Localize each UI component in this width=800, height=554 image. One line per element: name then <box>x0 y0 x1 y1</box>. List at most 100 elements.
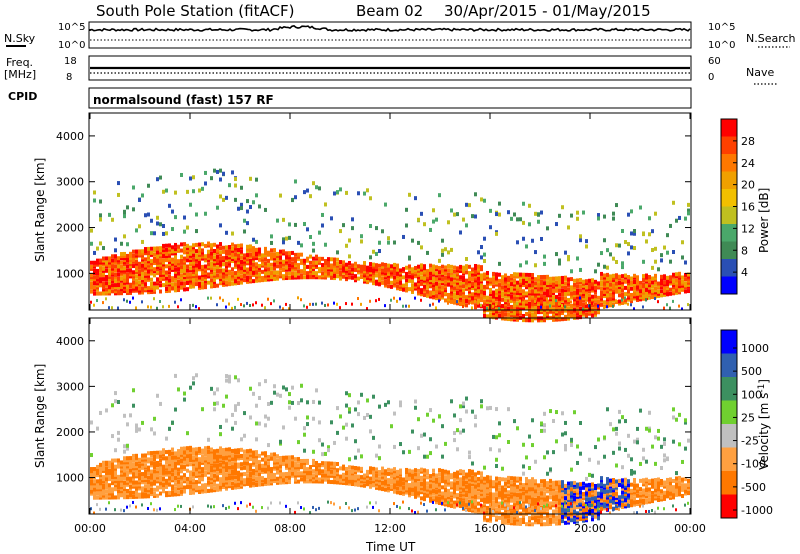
range-gate-cell <box>468 291 471 296</box>
range-gate-cell <box>237 507 239 511</box>
range-gate-cell <box>294 475 297 480</box>
range-gate-cell <box>369 299 371 303</box>
range-gate-cell <box>528 301 531 306</box>
range-gate-cell <box>123 482 126 487</box>
range-gate-cell <box>333 257 336 262</box>
range-gate-cell <box>117 478 120 483</box>
range-gate-cell <box>381 262 384 267</box>
range-gate-cell <box>234 469 237 474</box>
range-gate-cell <box>393 473 396 478</box>
range-gate-cell <box>255 249 258 254</box>
range-gate-cell <box>198 256 201 261</box>
range-gate-cell <box>357 276 360 281</box>
range-gate-cell <box>465 202 468 207</box>
range-gate-cell <box>438 294 441 299</box>
range-gate-cell <box>615 289 618 294</box>
range-gate-cell <box>585 306 588 311</box>
range-gate-cell <box>339 270 342 275</box>
range-gate-cell <box>147 257 150 262</box>
range-gate-cell <box>210 472 213 477</box>
range-gate-cell <box>384 402 387 407</box>
range-gate-cell <box>567 287 570 292</box>
range-gate-cell <box>417 289 420 294</box>
range-gate-cell <box>363 267 366 272</box>
range-gate-cell <box>213 453 216 458</box>
range-gate-cell <box>174 255 177 260</box>
range-gate-cell <box>219 468 222 473</box>
range-gate-cell <box>615 281 618 286</box>
range-gate-cell <box>447 268 450 273</box>
range-gate-cell <box>654 273 657 278</box>
range-gate-cell <box>405 480 408 485</box>
range-gate-cell <box>402 304 404 308</box>
range-gate-cell <box>303 460 306 465</box>
range-gate-cell <box>501 279 504 284</box>
range-gate-cell <box>381 229 384 234</box>
range-gate-cell <box>657 285 660 290</box>
range-gate-cell <box>258 268 261 273</box>
range-gate-cell <box>522 293 525 298</box>
range-gate-cell <box>114 274 117 279</box>
range-gate-cell <box>141 249 144 254</box>
range-gate-cell <box>177 473 180 478</box>
range-gate-cell <box>93 279 96 284</box>
range-gate-cell <box>288 259 291 264</box>
range-gate-cell <box>111 495 114 500</box>
range-gate-cell <box>111 474 114 479</box>
range-gate-cell <box>486 283 489 288</box>
range-gate-cell <box>174 373 177 378</box>
range-gate-cell <box>414 486 417 491</box>
range-gate-cell <box>591 307 594 312</box>
range-gate-cell <box>432 478 435 483</box>
range-gate-cell <box>498 283 501 288</box>
range-gate-cell <box>201 460 204 465</box>
range-gate-cell <box>237 250 240 255</box>
range-gate-cell <box>126 258 129 263</box>
range-gate-cell <box>462 428 465 433</box>
range-gate-cell <box>474 501 477 506</box>
range-gate-cell <box>168 280 171 285</box>
range-gate-cell <box>189 266 192 271</box>
range-gate-cell <box>243 229 246 234</box>
range-gate-cell <box>531 277 534 282</box>
range-gate-cell <box>378 297 380 301</box>
range-gate-cell <box>552 309 555 314</box>
range-gate-cell <box>456 472 459 477</box>
range-gate-cell <box>234 281 237 286</box>
range-gate-cell <box>90 228 93 233</box>
range-gate-cell <box>168 464 171 469</box>
range-gate-cell <box>684 260 687 265</box>
range-gate-cell <box>333 267 336 272</box>
range-gate-cell <box>252 279 255 284</box>
range-gate-cell <box>210 455 213 460</box>
range-gate-cell <box>450 287 453 292</box>
range-gate-cell <box>228 451 231 456</box>
range-gate-cell <box>180 504 182 508</box>
range-gate-cell <box>117 266 120 271</box>
range-gate-cell <box>666 286 669 291</box>
range-gate-cell <box>384 273 387 278</box>
range-gate-cell <box>522 295 525 300</box>
range-gate-cell <box>141 288 144 293</box>
range-gate-cell <box>576 288 579 293</box>
range-gate-cell <box>213 451 216 456</box>
range-gate-cell <box>294 256 297 261</box>
range-gate-cell <box>237 478 240 483</box>
range-gate-cell <box>96 426 99 431</box>
range-gate-cell <box>342 464 345 469</box>
range-gate-cell <box>102 256 105 261</box>
range-gate-cell <box>192 488 195 493</box>
range-gate-cell <box>372 270 375 275</box>
range-gate-cell <box>102 287 105 292</box>
range-gate-cell <box>453 504 456 509</box>
range-gate-cell <box>288 463 291 468</box>
range-gate-cell <box>639 297 642 302</box>
range-gate-cell <box>336 430 339 435</box>
range-gate-cell <box>345 268 348 273</box>
range-gate-cell <box>288 471 291 476</box>
range-gate-cell <box>540 275 543 280</box>
range-gate-cell <box>117 481 120 486</box>
range-gate-cell <box>405 288 408 293</box>
